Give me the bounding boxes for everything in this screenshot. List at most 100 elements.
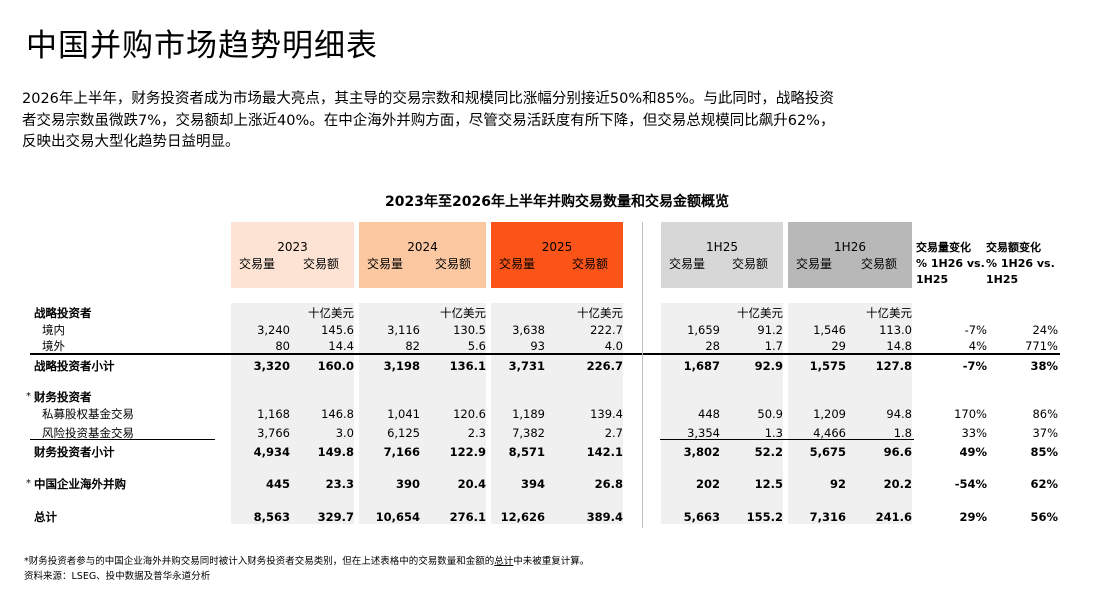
table-cell: 276.1: [449, 510, 486, 524]
period-header-1H25: [661, 222, 783, 288]
page-title: 中国并购市场趋势明细表: [26, 28, 378, 64]
table-cell: 28: [705, 339, 720, 353]
unit-label: 十亿美元: [577, 306, 623, 320]
change-header-volume: 交易量变化: [916, 241, 971, 254]
table-cell: 7,166: [383, 445, 420, 459]
period-column-bg: [491, 303, 623, 524]
table-cell: 8,563: [253, 510, 290, 524]
table-title: 2023年至2026年上半年并购交易数量和交易金额概览: [385, 194, 729, 210]
row-label-overseas: 境外: [42, 339, 65, 353]
table-cell: 160.0: [317, 359, 354, 373]
period-header-2023: [231, 222, 354, 288]
table-cell: 136.1: [449, 359, 486, 373]
period-year: 2024: [407, 240, 438, 254]
period-column-bg: [788, 303, 912, 524]
table-cell: 29: [831, 339, 846, 353]
volume-change-cell: 29%: [959, 510, 987, 524]
table-cell: 202: [695, 477, 720, 491]
table-cell: 1.3: [764, 426, 783, 440]
unit-label: 十亿美元: [866, 306, 912, 320]
table-cell: 96.6: [883, 445, 912, 459]
period-year: 1H26: [834, 240, 866, 254]
table-cell: 10,654: [375, 510, 420, 524]
table-cell: 3,766: [257, 426, 290, 440]
table-cell: 93: [530, 339, 545, 353]
intro-line: 者交易宗数虽微跌7%，交易额却上涨近40%。在中企海外并购方面，尽管交易活跃度有…: [22, 112, 835, 129]
table-cell: 14.8: [886, 339, 912, 353]
table-cell: 394: [520, 477, 545, 491]
value-change-cell: 37%: [1032, 426, 1058, 440]
table-cell: 3,320: [253, 359, 290, 373]
table-cell: 20.4: [457, 477, 486, 491]
volume-change-cell: 4%: [968, 339, 987, 353]
period-header-1H26: [788, 222, 912, 288]
table-cell: 7,316: [809, 510, 846, 524]
change-header-value: 交易额变化: [986, 241, 1041, 254]
table-cell: 50.9: [757, 407, 783, 421]
table-cell: 146.8: [321, 407, 354, 421]
table-cell: 3,802: [683, 445, 720, 459]
volume-change-cell: -54%: [954, 477, 987, 491]
detail-rule: [30, 439, 215, 440]
unit-label: 十亿美元: [737, 306, 783, 320]
period-header-2024: [359, 222, 486, 288]
table-cell: 390: [395, 477, 420, 491]
table-cell: 1,168: [257, 407, 290, 421]
period-header-2025: [491, 222, 623, 288]
table-cell: 3,116: [387, 323, 420, 337]
table-cell: 445: [265, 477, 290, 491]
volume-change-cell: -7%: [962, 359, 987, 373]
table-cell: 6,125: [387, 426, 420, 440]
period-divider: [642, 222, 643, 528]
table-cell: 92: [829, 477, 846, 491]
table-cell: 149.8: [317, 445, 354, 459]
source-note: 资料来源：LSEG、投中数据及普华永道分析: [24, 571, 211, 582]
row-label-vc: 风险投资基金交易: [42, 426, 134, 440]
table-cell: 14.4: [328, 339, 354, 353]
table-cell: 1.7: [764, 339, 783, 353]
table-cell: 20.2: [883, 477, 912, 491]
table-cell: 2.7: [604, 426, 623, 440]
table-cell: 94.8: [886, 407, 912, 421]
period-column-bg: [661, 303, 783, 524]
table-cell: 8,571: [508, 445, 545, 459]
table-cell: 120.6: [453, 407, 486, 421]
table-cell: 113.0: [879, 323, 912, 337]
table-cell: 3,198: [383, 359, 420, 373]
subtotal-rule: [30, 353, 1060, 355]
table-cell: 1,659: [687, 323, 720, 337]
table-cell: 329.7: [317, 510, 354, 524]
table-cell: 26.8: [594, 477, 623, 491]
value-change-cell: 771%: [1025, 339, 1058, 353]
table-cell: 389.4: [586, 510, 623, 524]
table-cell: 222.7: [590, 323, 623, 337]
table-cell: 145.6: [321, 323, 354, 337]
table-cell: 1.8: [893, 426, 912, 440]
table-cell: 448: [698, 407, 720, 421]
table-cell: 80: [275, 339, 290, 353]
value-change-cell: 86%: [1032, 407, 1058, 421]
volume-subheader: 交易量: [367, 257, 404, 271]
table-cell: 1,575: [809, 359, 846, 373]
row-label-pe: 私募股权基金交易: [42, 407, 134, 421]
table-cell: 1,546: [813, 323, 846, 337]
intro-line: 反映出交易大型化趋势日益明显。: [22, 134, 240, 150]
value-change-cell: 24%: [1032, 323, 1058, 337]
change-header-volume: 1H25: [916, 273, 949, 286]
table-cell: 122.9: [449, 445, 486, 459]
row-label-outbound: 中国企业海外并购: [34, 477, 126, 491]
volume-subheader: 交易量: [239, 257, 276, 271]
table-cell: 1,687: [683, 359, 720, 373]
volume-change-cell: 33%: [961, 426, 987, 440]
period-year: 2025: [541, 240, 573, 254]
table-cell: 3,354: [687, 426, 720, 440]
value-subheader: 交易额: [435, 257, 472, 271]
row-label-domestic: 境内: [42, 323, 65, 337]
change-header-value: % 1H26 vs.: [986, 257, 1055, 270]
table-cell: 1,209: [813, 407, 846, 421]
period-year: 1H25: [706, 240, 738, 254]
period-year: 2023: [277, 240, 308, 254]
change-header-volume: % 1H26 vs.: [916, 257, 985, 270]
table-cell: 12,626: [500, 510, 545, 524]
row-label-total: 总计: [34, 510, 57, 524]
